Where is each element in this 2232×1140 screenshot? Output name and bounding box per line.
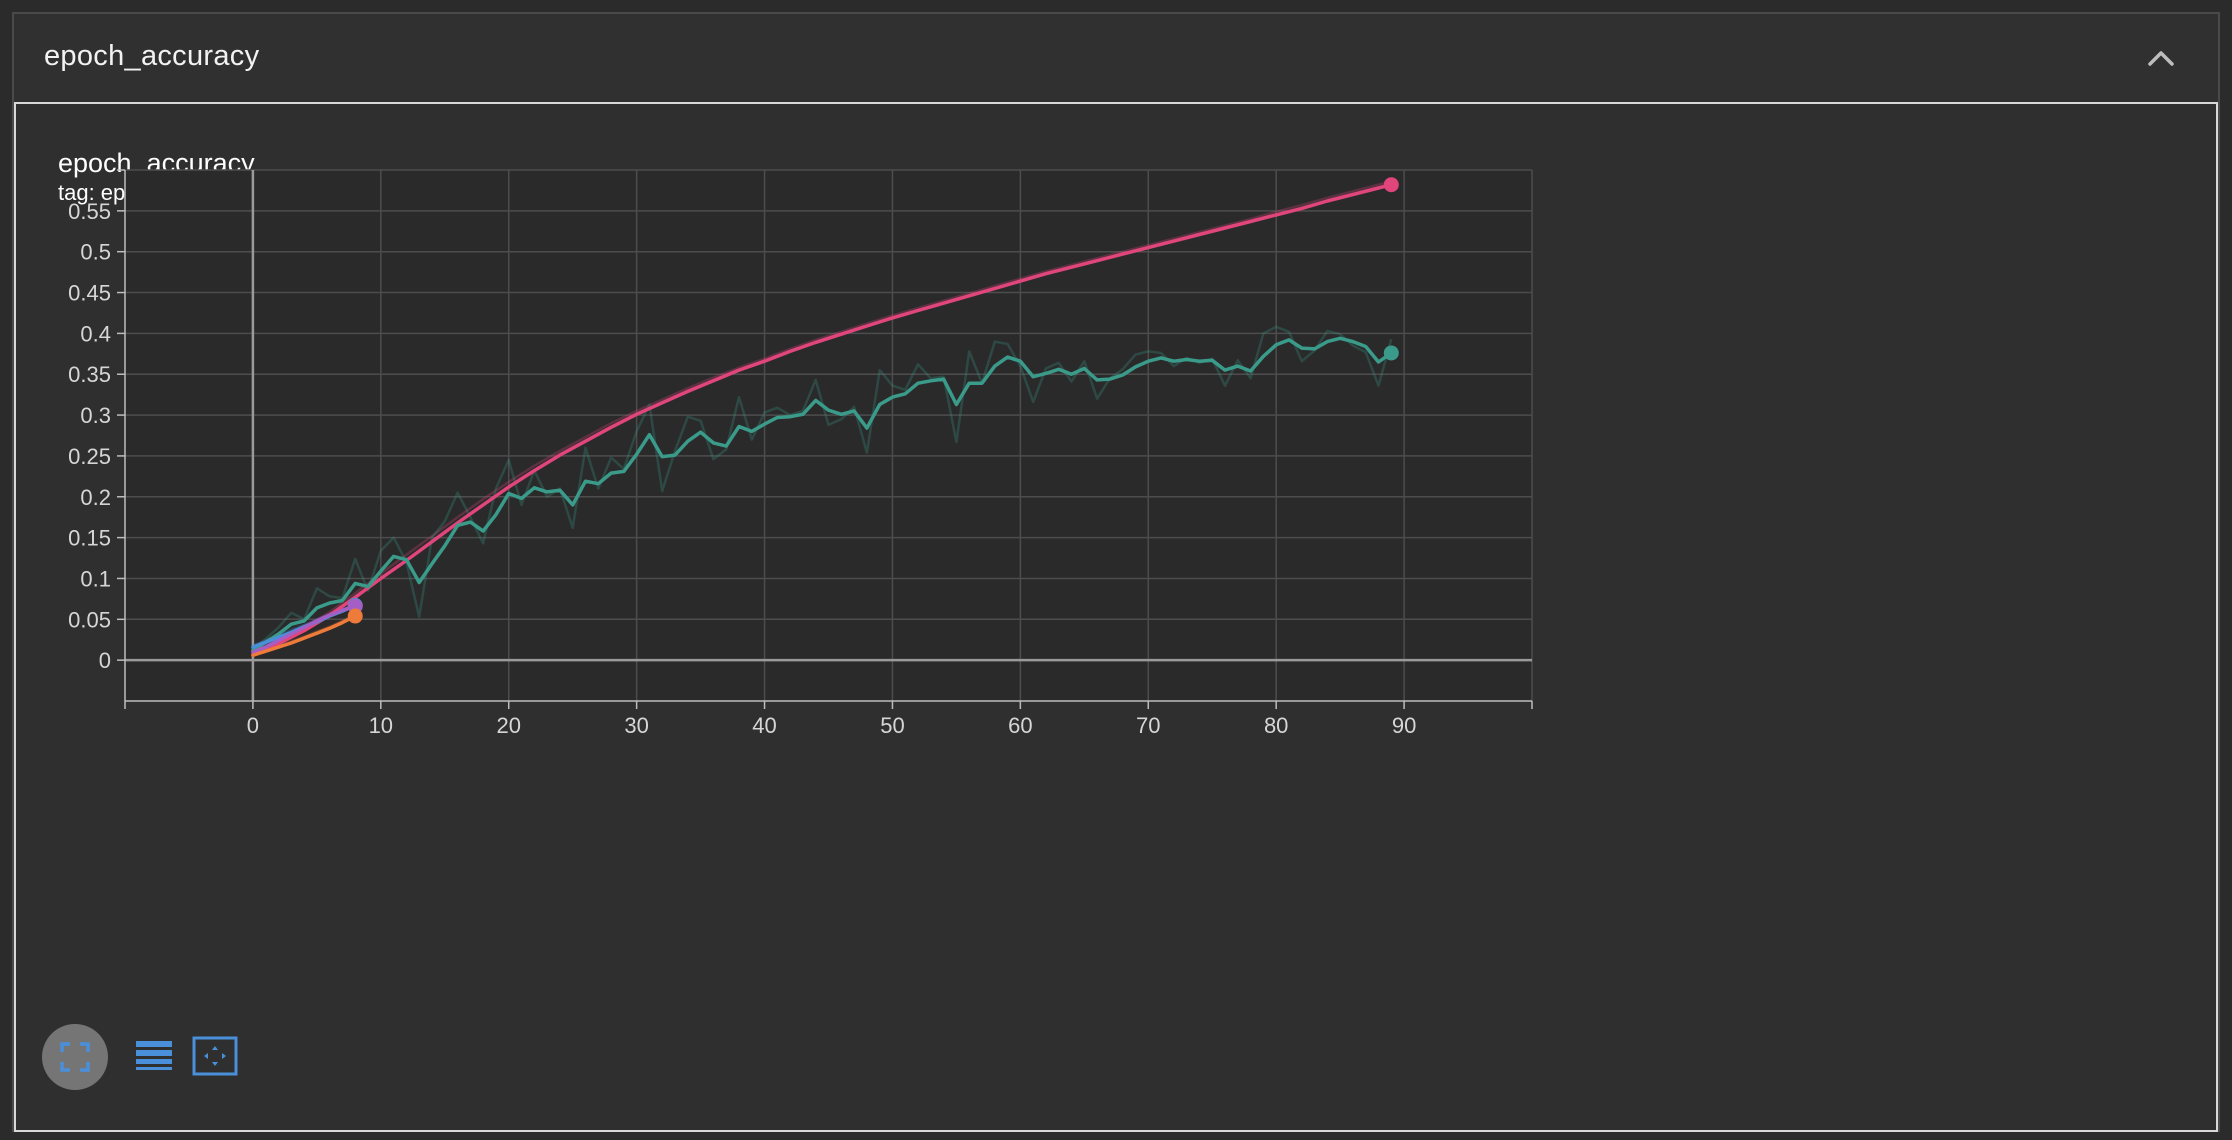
y-tick-label: 0.1 (80, 566, 111, 591)
y-tick-label: 0.25 (68, 444, 111, 469)
x-tick-label: 10 (369, 713, 393, 738)
x-tick-label: 0 (247, 713, 259, 738)
x-tick-label: 30 (624, 713, 648, 738)
y-tick-label: 0.15 (68, 526, 111, 551)
series-raw-line-0 (252, 180, 1392, 655)
x-tick-label: 50 (880, 713, 904, 738)
series-endpoint-1[interactable] (1383, 345, 1399, 361)
series-endpoint-0[interactable] (1383, 177, 1399, 193)
series-endpoint-4[interactable] (347, 608, 363, 624)
y-tick-label: 0.5 (80, 240, 111, 265)
series-line-3[interactable] (251, 604, 357, 654)
toggle-y-log-icon (136, 1041, 172, 1070)
series-line-1[interactable] (251, 336, 1394, 653)
x-tick-label: 70 (1136, 713, 1160, 738)
fit-domain-icon (192, 1036, 238, 1076)
x-tick-label: 20 (496, 713, 520, 738)
x-tick-label: 80 (1264, 713, 1288, 738)
y-tick-label: 0.4 (80, 321, 111, 346)
y-tick-label: 0.55 (68, 199, 111, 224)
y-tick-label: 0.05 (68, 607, 111, 632)
toggle-y-log-button[interactable] (134, 1039, 174, 1075)
group-title: epoch_accuracy (44, 40, 260, 72)
fullscreen-icon (42, 1024, 108, 1090)
fit-domain-button[interactable] (192, 1036, 238, 1076)
fullscreen-button[interactable] (42, 1024, 108, 1090)
collapse-button[interactable] (2144, 44, 2178, 74)
series-line-0[interactable] (251, 182, 1394, 657)
y-tick-label: 0.3 (80, 403, 111, 428)
x-tick-label: 90 (1392, 713, 1416, 738)
scalar-chart-card: epoch_accuracy tag: epoch_accuracy 00.05… (14, 104, 2218, 1132)
y-tick-label: 0.35 (68, 362, 111, 387)
plot-area (125, 170, 1532, 701)
y-tick-label: 0.45 (68, 281, 111, 306)
group-header[interactable]: epoch_accuracy (14, 14, 2218, 104)
chevron-up-icon (2148, 51, 2174, 66)
y-tick-label: 0.2 (80, 485, 111, 510)
line-chart[interactable]: 0 0.05 0.1 0.15 0.2 0.25 0.3 0.35 0.4 0.45 0.5 0.55… (16, 104, 2220, 1130)
chart-group-card: epoch_accuracy epoch_accuracy tag: epoch… (12, 12, 2220, 1132)
x-tick-label: 60 (1008, 713, 1032, 738)
series-line-4[interactable] (251, 614, 357, 658)
y-tick-label: 0 (99, 648, 111, 673)
x-tick-label: 40 (752, 713, 776, 738)
